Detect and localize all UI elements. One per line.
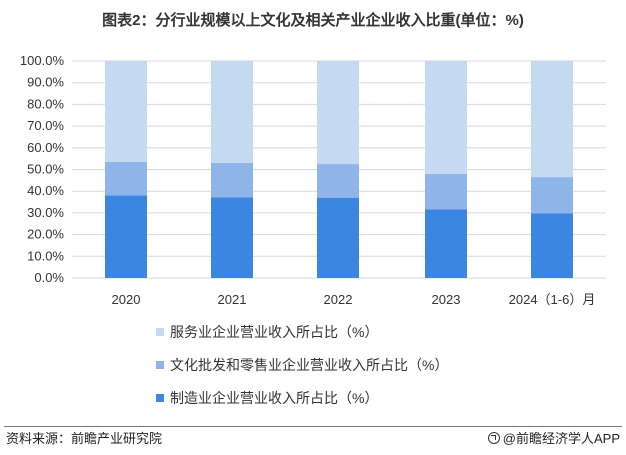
- x-axis-labels: 2020 2021 2022 2023 2024（1-6）月: [112, 292, 596, 307]
- y-tick-label: 80.0%: [27, 96, 64, 111]
- bar-segment: [317, 61, 359, 165]
- chart-title: 图表2：分行业规模以上文化及相关产业企业收入比重(单位：%): [102, 12, 524, 29]
- x-tick-label: 2024（1-6）月: [509, 292, 596, 307]
- x-tick-label: 2021: [218, 292, 247, 307]
- y-tick-label: 50.0%: [27, 162, 64, 177]
- bar-segment: [105, 61, 147, 162]
- bar-segment: [317, 164, 359, 198]
- legend-label: 服务业企业营业收入所占比（%）: [170, 323, 379, 340]
- x-tick-label: 2023: [432, 292, 461, 307]
- stacked-bar-chart: 0.0% 10.0% 20.0% 30.0% 40.0% 50.0% 60.0% 70.0% 8…: [20, 53, 606, 307]
- bar-segment: [211, 162, 253, 198]
- bar-segment: [105, 195, 147, 278]
- chart-legend: 服务业企业营业收入所占比（%） 文化批发和零售业企业营业收入所占比（%） 制造业企业…: [156, 322, 448, 421]
- bar-segment: [531, 213, 573, 278]
- bar-segment: [317, 197, 359, 278]
- legend-swatch: [156, 327, 164, 336]
- y-tick-label: 0.0%: [34, 270, 64, 285]
- legend-item: 文化批发和零售业企业营业收入所占比（%）: [156, 355, 448, 374]
- bar-segment: [105, 161, 147, 196]
- legend-swatch: [156, 393, 164, 402]
- legend-item: 服务业企业营业收入所占比（%）: [156, 322, 448, 341]
- y-tick-label: 60.0%: [27, 140, 64, 155]
- y-tick-label: 70.0%: [27, 118, 64, 133]
- source-note: 资料来源：前瞻产业研究院: [6, 431, 163, 446]
- y-tick-label: 100.0%: [20, 53, 65, 68]
- brand-logo-icon: [487, 431, 500, 444]
- legend-item: 制造业企业营业收入所占比（%）: [156, 388, 448, 407]
- legend-label: 制造业企业营业收入所占比（%）: [170, 389, 379, 406]
- legend-swatch: [156, 360, 164, 369]
- brand-label: @前瞻经济学人APP: [502, 431, 620, 446]
- x-tick-label: 2020: [112, 292, 141, 307]
- y-tick-label: 10.0%: [27, 248, 64, 263]
- bar-segment: [531, 177, 573, 214]
- x-tick-label: 2022: [324, 292, 353, 307]
- y-tick-label: 30.0%: [27, 205, 64, 220]
- y-tick-label: 90.0%: [27, 75, 64, 90]
- y-axis-labels: 0.0% 10.0% 20.0% 30.0% 40.0% 50.0% 60.0% 70.0% 8…: [20, 53, 65, 285]
- footer-divider: [4, 426, 622, 427]
- bar-segment: [531, 61, 573, 178]
- legend-label: 文化批发和零售业企业营业收入所占比（%）: [170, 356, 449, 373]
- y-tick-label: 40.0%: [27, 183, 64, 198]
- brand-credit: @前瞻经济学人APP: [487, 428, 620, 447]
- bars: [105, 61, 573, 278]
- bar-segment: [425, 61, 467, 174]
- bar-segment: [211, 197, 253, 278]
- bar-segment: [211, 61, 253, 163]
- bar-segment: [425, 173, 467, 210]
- bar-segment: [425, 209, 467, 278]
- y-tick-label: 20.0%: [27, 227, 64, 242]
